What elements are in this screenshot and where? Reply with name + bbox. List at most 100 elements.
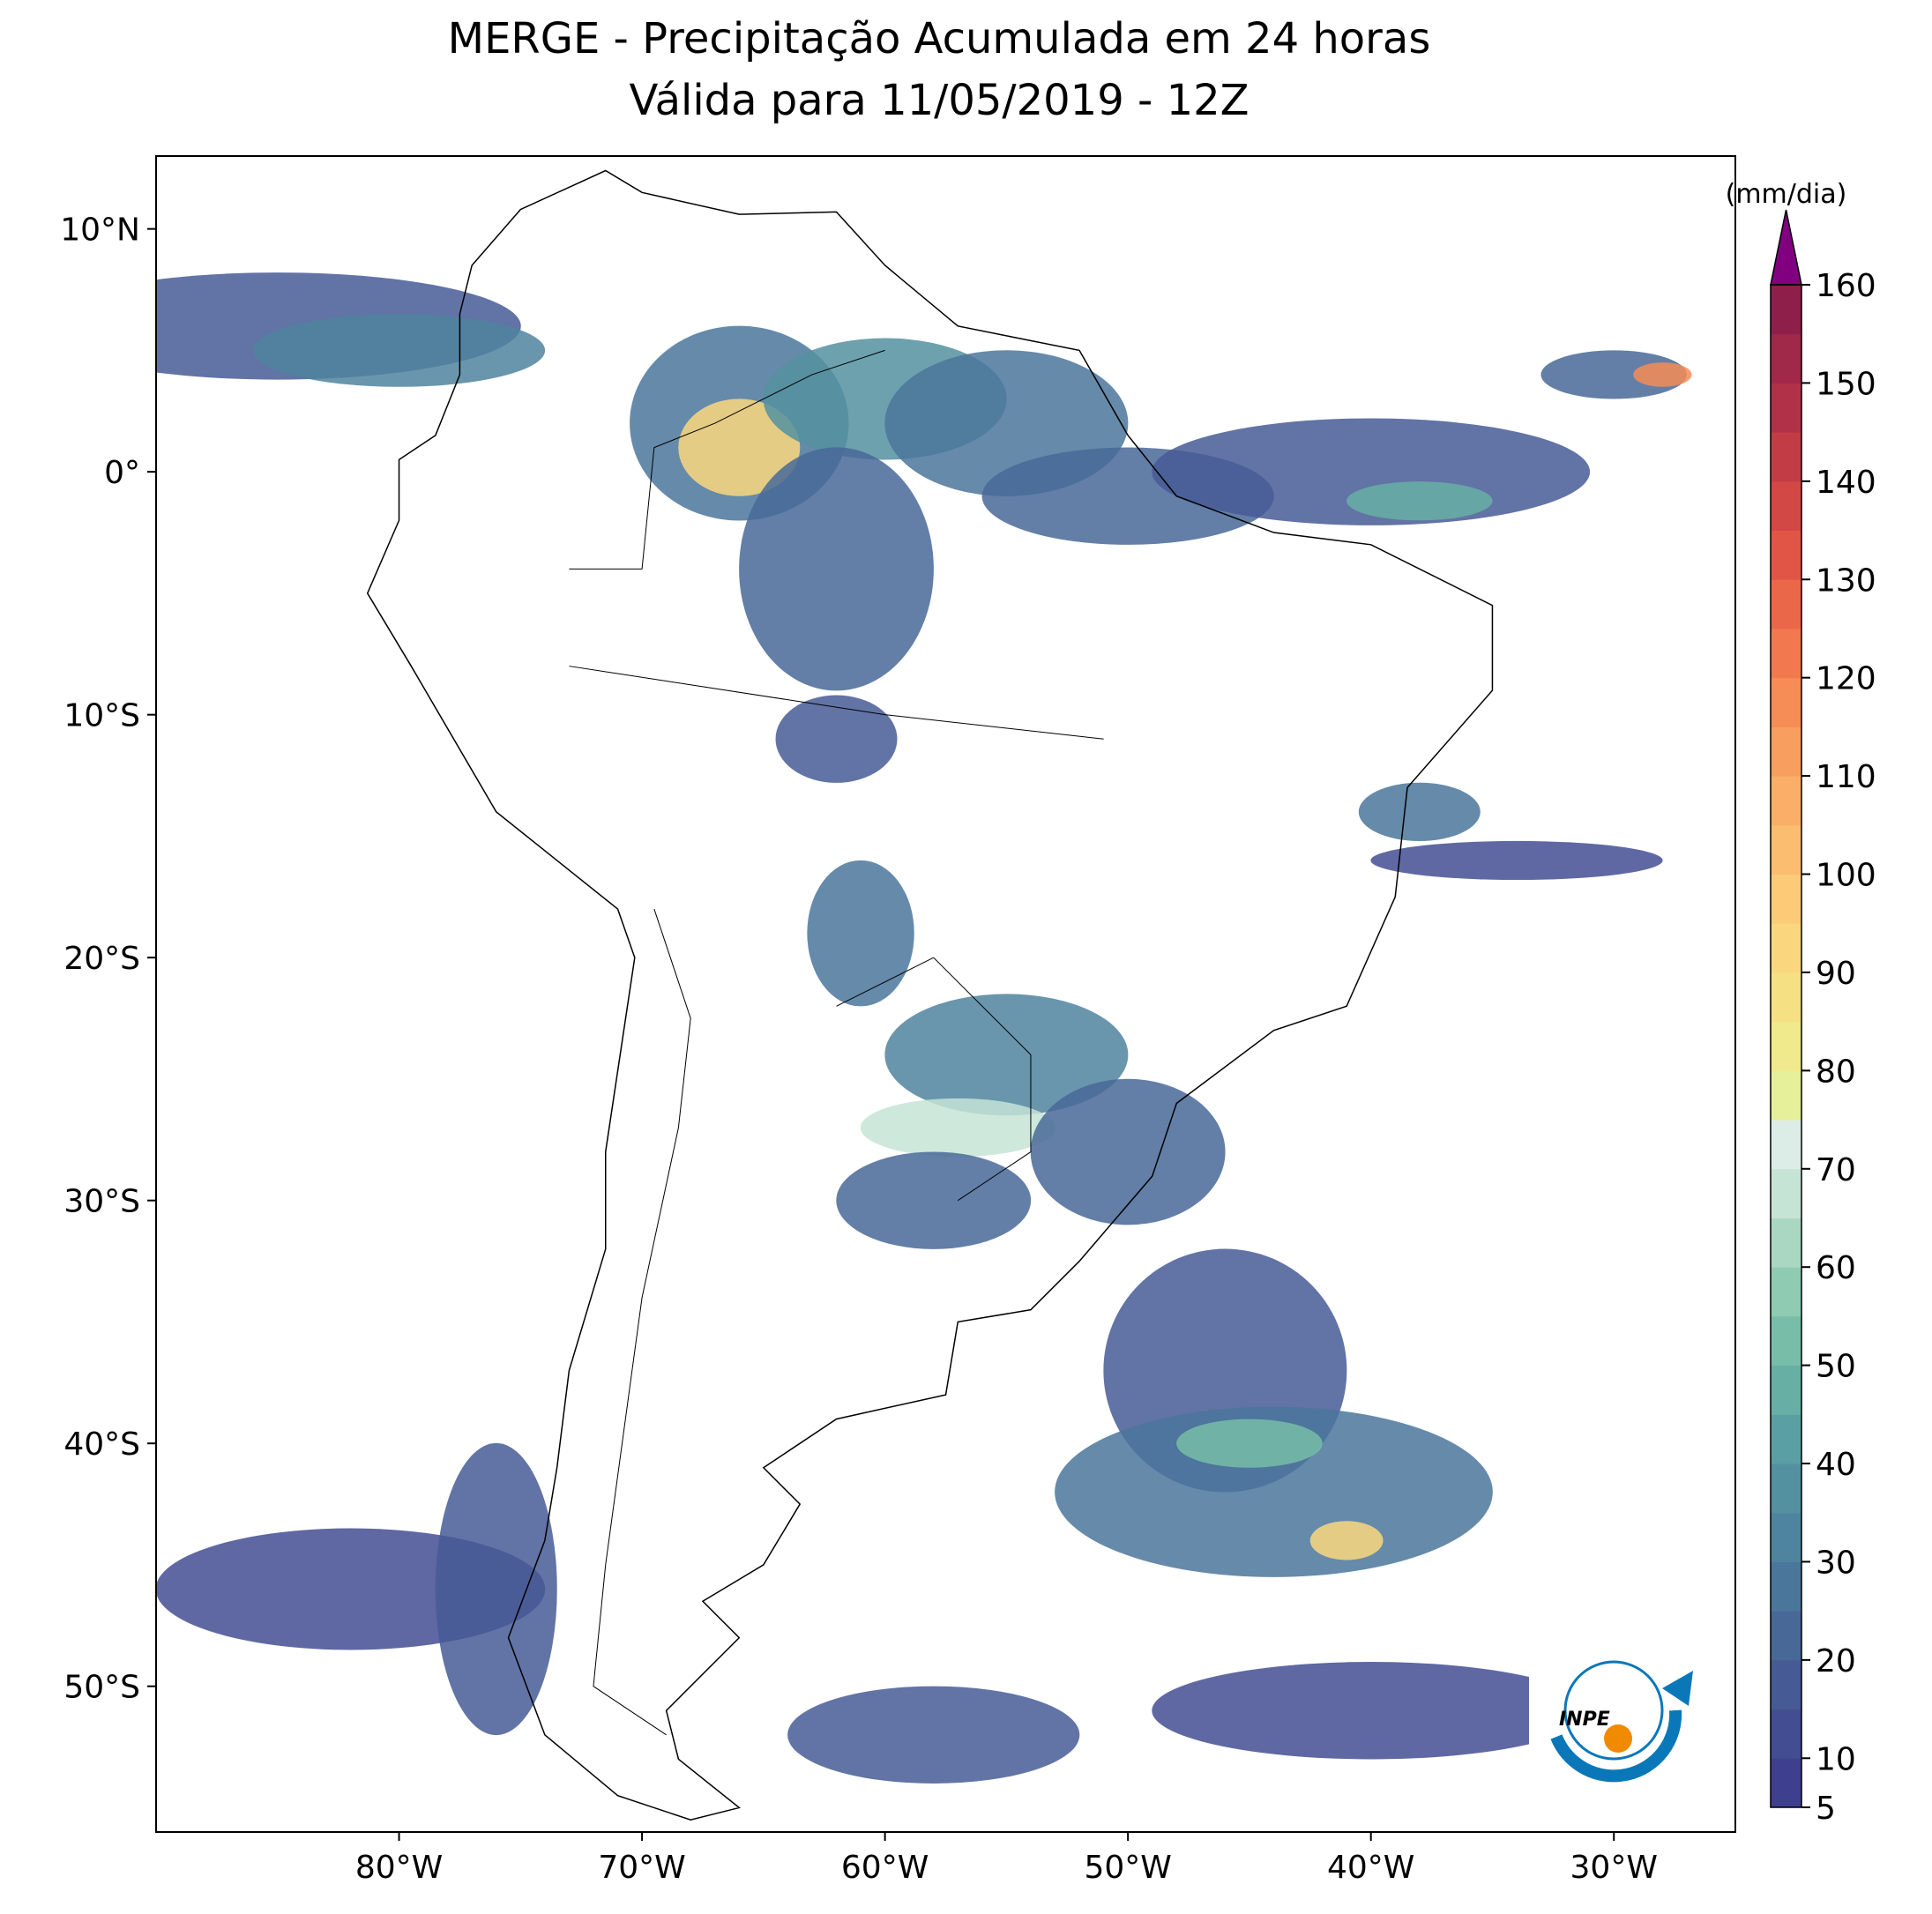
y-tick-label: 10°N bbox=[60, 212, 140, 249]
subtitle: Válida para 11/05/2019 - 12Z bbox=[629, 76, 1249, 125]
colorbar-band bbox=[1771, 579, 1801, 629]
precip-area bbox=[807, 860, 914, 1007]
x-tick-label: 80°W bbox=[355, 1850, 443, 1886]
colorbar-tick-label: 110 bbox=[1816, 759, 1876, 795]
colorbar-band bbox=[1771, 383, 1801, 433]
border bbox=[593, 908, 691, 1736]
precip-area bbox=[1358, 782, 1481, 841]
precip-area bbox=[787, 1686, 1080, 1784]
precip-area bbox=[1633, 362, 1692, 387]
y-tick-label: 30°S bbox=[63, 1184, 140, 1220]
colorbar-band bbox=[1771, 1120, 1801, 1170]
x-tick-label: 60°W bbox=[841, 1850, 929, 1886]
colorbar-band bbox=[1771, 1315, 1801, 1367]
colorbar-band bbox=[1771, 776, 1801, 826]
colorbar-band bbox=[1771, 1611, 1801, 1661]
colorbar-tick-label: 140 bbox=[1816, 465, 1876, 501]
colorbar-band bbox=[1771, 285, 1801, 335]
y-tick-label: 10°S bbox=[63, 698, 140, 734]
precip-area bbox=[884, 994, 1129, 1116]
colorbar-frame bbox=[1770, 284, 1802, 1808]
logo-arrow bbox=[1662, 1671, 1693, 1706]
colorbar-band bbox=[1771, 1512, 1801, 1562]
x-tick-label: 30°W bbox=[1570, 1850, 1658, 1886]
colorbar-band bbox=[1771, 1021, 1801, 1071]
precip-area bbox=[1370, 840, 1663, 881]
y-tick-label: 0° bbox=[104, 455, 140, 491]
colorbar-band bbox=[1771, 1168, 1801, 1218]
logo: INPE bbox=[1529, 1624, 1717, 1809]
precip-area bbox=[435, 1442, 557, 1736]
x-tick-label: 70°W bbox=[598, 1850, 685, 1886]
colorbar-band bbox=[1771, 1463, 1801, 1514]
colorbar-band bbox=[1771, 333, 1801, 384]
title: MERGE - Precipitação Acumulada em 24 hor… bbox=[448, 14, 1431, 63]
y-tick-label: 20°S bbox=[63, 941, 140, 977]
colorbar-tick-label: 50 bbox=[1816, 1349, 1856, 1385]
colorbar-band bbox=[1771, 432, 1801, 482]
precip-area bbox=[1152, 1662, 1591, 1760]
precip-area bbox=[739, 447, 934, 691]
precip-area bbox=[1309, 1521, 1384, 1560]
colorbar-tick-label: 10 bbox=[1816, 1741, 1856, 1777]
colorbar-band bbox=[1771, 824, 1801, 875]
precip-area bbox=[1176, 1419, 1323, 1468]
colorbar-band bbox=[1771, 1709, 1801, 1759]
colorbar-band bbox=[1771, 874, 1801, 924]
y-tick-label: 40°S bbox=[63, 1426, 140, 1463]
logo-ring bbox=[1563, 1660, 1664, 1761]
precip-area bbox=[1030, 1078, 1226, 1225]
precip-area bbox=[1346, 481, 1493, 521]
colorbar-tick-label: 60 bbox=[1816, 1250, 1856, 1286]
colorbar-tick-label: 20 bbox=[1816, 1643, 1856, 1679]
logo-sun bbox=[1604, 1724, 1632, 1753]
colorbar-tick-label: 5 bbox=[1816, 1791, 1836, 1827]
colorbar-band bbox=[1771, 1659, 1801, 1710]
colorbar-band bbox=[1771, 1267, 1801, 1317]
precip-area bbox=[1055, 1406, 1493, 1577]
border bbox=[933, 957, 1032, 1202]
colorbar-band bbox=[1771, 972, 1801, 1023]
colorbar-band bbox=[1771, 677, 1801, 727]
colorbar-band bbox=[1771, 530, 1801, 580]
colorbar-band bbox=[1771, 1758, 1801, 1808]
border bbox=[836, 957, 934, 1007]
x-tick-label: 50°W bbox=[1084, 1850, 1171, 1886]
colorbar-label: (mm/dia) bbox=[1726, 179, 1847, 210]
colorbar-tick-label: 150 bbox=[1816, 366, 1876, 402]
map-area bbox=[156, 169, 1692, 1821]
colorbar-band bbox=[1771, 923, 1801, 973]
colorbar-band bbox=[1771, 1218, 1801, 1268]
logo-arc bbox=[1550, 1709, 1682, 1783]
colorbar-tick-label: 40 bbox=[1816, 1447, 1856, 1483]
precip-area bbox=[775, 695, 898, 783]
colorbar-tick-label: 160 bbox=[1816, 268, 1876, 304]
colorbar-tick-label: 100 bbox=[1816, 858, 1876, 894]
map-frame bbox=[155, 155, 1736, 1833]
precip-area bbox=[678, 398, 801, 496]
colorbar-tick-label: 80 bbox=[1816, 1054, 1856, 1090]
colorbar-tick-label: 70 bbox=[1816, 1152, 1856, 1188]
coastline bbox=[366, 169, 1494, 1821]
colorbar-tick-label: 120 bbox=[1816, 661, 1876, 697]
colorbar-band bbox=[1771, 1414, 1801, 1464]
colorbar-band bbox=[1771, 480, 1801, 532]
logo-text: INPE bbox=[1559, 1709, 1610, 1731]
colorbar-tick-label: 130 bbox=[1816, 562, 1876, 599]
colorbar-band bbox=[1771, 1365, 1801, 1415]
colorbar-band bbox=[1771, 1070, 1801, 1121]
precip-area bbox=[860, 1098, 1056, 1158]
colorbar-band bbox=[1771, 1561, 1801, 1612]
precip-area bbox=[836, 1151, 1032, 1249]
colorbar-tick-label: 90 bbox=[1816, 956, 1856, 992]
border bbox=[569, 666, 1104, 740]
colorbar-band bbox=[1771, 628, 1801, 679]
y-tick-label: 50°S bbox=[63, 1670, 140, 1706]
x-tick-label: 40°W bbox=[1327, 1850, 1414, 1886]
colorbar-band bbox=[1771, 726, 1801, 777]
precip-area bbox=[252, 314, 546, 387]
border bbox=[569, 349, 885, 570]
precip-area bbox=[1540, 350, 1688, 399]
colorbar-tick-label: 30 bbox=[1816, 1545, 1856, 1581]
